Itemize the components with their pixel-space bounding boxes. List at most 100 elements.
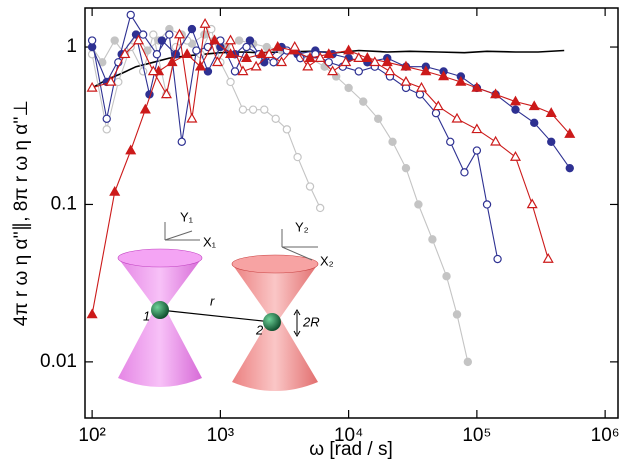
data-point	[315, 203, 325, 213]
x-axis-label: ω [rad / s]	[309, 439, 392, 460]
data-point	[305, 182, 315, 191]
data-point	[359, 97, 368, 106]
data-point	[271, 114, 280, 124]
data-point	[125, 144, 137, 155]
x-tick-label: 10⁵	[462, 425, 491, 446]
data-point	[463, 357, 473, 367]
inset-label: r	[210, 293, 215, 308]
data-point	[102, 125, 111, 134]
data-point	[401, 163, 411, 173]
data-point	[354, 67, 363, 76]
bead-2	[263, 313, 281, 331]
data-point	[226, 77, 235, 87]
data-point	[194, 60, 207, 71]
data-point	[139, 103, 151, 114]
data-point	[260, 58, 269, 67]
data-point	[87, 36, 97, 45]
data-point	[490, 88, 502, 99]
inset-label: 2R	[302, 314, 320, 329]
data-point	[493, 254, 502, 264]
data-point	[126, 10, 135, 20]
data-point	[225, 34, 237, 45]
data-point	[166, 56, 178, 67]
data-point	[263, 48, 275, 59]
diameter-arrow	[293, 309, 301, 337]
inset-label: Y₂	[295, 219, 309, 234]
data-point	[272, 41, 284, 51]
y-axis-label: 4π r ω η α''∥, 8π r ω η α''⊥	[11, 100, 32, 326]
data-point	[173, 28, 186, 39]
data-point	[293, 152, 302, 162]
data-point	[452, 310, 462, 319]
data-point	[542, 253, 554, 263]
data-point	[415, 81, 428, 92]
data-point	[181, 48, 193, 59]
data-point	[490, 135, 502, 146]
data-point	[384, 65, 396, 76]
data-point	[388, 137, 397, 147]
data-point	[344, 83, 353, 93]
data-point	[237, 65, 249, 76]
data-point	[431, 108, 441, 118]
x-tick-label: 10⁶	[591, 425, 620, 446]
data-point	[327, 65, 339, 76]
data-point	[225, 48, 237, 59]
data-point	[238, 105, 248, 114]
data-point	[353, 52, 365, 62]
data-point	[138, 67, 148, 76]
data-point	[432, 100, 444, 111]
axes-1	[164, 222, 200, 241]
data-point	[373, 114, 383, 124]
data-point	[230, 67, 240, 76]
data-point	[438, 70, 450, 81]
data-point	[269, 58, 278, 67]
data-point	[428, 235, 437, 244]
inset-label: 1	[143, 308, 150, 323]
data-point	[211, 56, 224, 67]
data-point	[302, 60, 314, 71]
data-point	[250, 60, 262, 71]
data-point	[110, 36, 119, 45]
inset-label: X₂	[320, 253, 334, 268]
data-point	[304, 52, 316, 62]
data-point	[564, 128, 576, 138]
data-point	[324, 58, 333, 67]
data-point	[565, 163, 574, 173]
data-point	[311, 50, 320, 59]
x-tick-label: 10²	[78, 425, 105, 446]
trap-1-top	[117, 248, 203, 268]
data-point	[289, 41, 301, 51]
data-point	[114, 77, 123, 87]
data-point	[203, 67, 213, 76]
data-point	[160, 88, 173, 99]
data-point	[530, 118, 539, 128]
data-point	[187, 24, 197, 34]
data-point	[381, 56, 393, 67]
data-point	[208, 34, 221, 45]
data-point	[262, 42, 271, 52]
data-point	[245, 36, 255, 45]
data-point	[138, 30, 148, 39]
inset-label: X₁	[203, 234, 217, 249]
series-line	[91, 23, 549, 260]
data-point	[152, 50, 162, 59]
plot-frame	[84, 7, 619, 419]
data-point	[119, 48, 131, 59]
x-tick-label: 10³	[207, 425, 234, 446]
trap-2-top	[231, 254, 319, 274]
data-point	[256, 48, 268, 59]
data-point	[248, 105, 258, 114]
data-point	[260, 105, 269, 114]
y-tick-label: 1	[66, 36, 77, 57]
data-point	[482, 200, 492, 209]
data-point	[149, 30, 158, 39]
separation-line	[159, 309, 273, 323]
data-point	[147, 65, 159, 76]
data-point	[472, 146, 482, 155]
data-point	[547, 137, 556, 147]
data-point	[86, 308, 98, 319]
data-point	[241, 52, 253, 62]
x-tick-label: 10⁴	[334, 425, 363, 446]
data-point	[109, 185, 121, 196]
